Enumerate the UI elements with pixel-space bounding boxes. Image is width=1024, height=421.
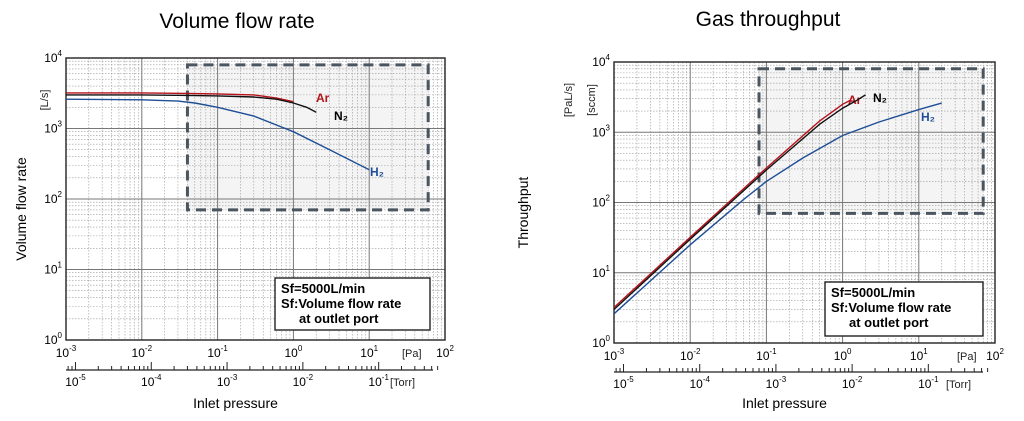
- y-unit: [PaL/s]: [563, 83, 575, 117]
- y-tick-label: 103: [592, 123, 610, 139]
- note-box: [274, 277, 431, 331]
- x-secondary-tick-label: 10-5: [65, 373, 86, 389]
- x-unit-primary: [Pa]: [957, 351, 977, 363]
- note-line: Sf=5000L/min: [831, 285, 915, 300]
- note-line: Sf=5000L/min: [281, 281, 365, 296]
- x-axis-label: Inlet pressure: [742, 395, 827, 411]
- series-label: N₂: [873, 91, 887, 105]
- x-tick-label: 102: [436, 344, 454, 360]
- x-tick-label: 10-1: [207, 344, 228, 360]
- x-tick-label: 10-3: [56, 344, 77, 360]
- x-tick-label: 10-3: [604, 347, 625, 363]
- series-label: Ar: [316, 91, 330, 105]
- y-tick-label: 101: [44, 261, 62, 277]
- series-line-1: [613, 99, 852, 309]
- plot-frame: [65, 57, 446, 341]
- series-label: H₂: [370, 165, 384, 179]
- series-line-2: [613, 94, 866, 311]
- y-tick-label: 100: [592, 334, 610, 350]
- note-line: Sf:Volume flow rate: [831, 300, 951, 315]
- x-axis-label: Inlet pressure: [193, 395, 278, 411]
- series-line-2: [66, 94, 317, 113]
- x-unit-primary: [Pa]: [402, 348, 422, 360]
- chart-1: Volume flow rate 100 101 102 103 104 10-3 10-2 1…: [13, 10, 454, 411]
- y-tick-label: 102: [44, 190, 62, 206]
- note-line: Sf:Volume flow rate: [281, 296, 401, 311]
- x-tick-label: 102: [986, 347, 1004, 363]
- y-tick-label: 104: [44, 49, 62, 65]
- y-unit-secondary: [sccm]: [586, 84, 598, 116]
- highlight-region: [757, 67, 985, 215]
- series-label: H₂: [921, 110, 935, 124]
- x-tick-label: 10-2: [680, 347, 701, 363]
- x-tick-label: 10-1: [756, 347, 777, 363]
- note-line: at outlet port: [299, 311, 379, 326]
- x-secondary-tick-label: 10-1: [368, 373, 389, 389]
- chart-title: Volume flow rate: [159, 10, 314, 33]
- x-secondary-tick-label: 10-5: [613, 375, 634, 391]
- y-tick-label: 102: [592, 194, 610, 210]
- y-tick-label: 101: [592, 264, 610, 280]
- note-line: at outlet port: [849, 315, 929, 330]
- plot-frame: [613, 61, 996, 344]
- y-axis-label: Volume flow rate: [13, 157, 29, 261]
- chart-title: Gas throughput: [696, 8, 841, 31]
- series-label: N₂: [334, 109, 348, 123]
- x-tick-label: 10-2: [132, 344, 153, 360]
- x-tick-label: 100: [284, 344, 302, 360]
- y-tick-label: 103: [44, 120, 62, 136]
- chart-2: Gas throughput 100 101 102 103 104 10-3 10-2 10-…: [515, 8, 1004, 411]
- x-unit-secondary: [Torr]: [390, 377, 415, 389]
- highlight-region: [185, 63, 430, 212]
- x-tick-label: 101: [360, 344, 378, 360]
- x-secondary-tick-label: 10-4: [141, 373, 162, 389]
- series-line-3: [613, 102, 942, 315]
- series-line-3: [65, 98, 370, 171]
- x-secondary-tick-label: 10-3: [766, 375, 787, 391]
- y-unit: [L/s]: [39, 90, 51, 111]
- x-secondary-tick-label: 10-3: [217, 373, 238, 389]
- x-secondary-tick-label: 10-2: [293, 373, 314, 389]
- series-line-1: [66, 92, 294, 103]
- x-secondary-tick-label: 10-2: [842, 375, 863, 391]
- x-unit-secondary: [Torr]: [946, 379, 971, 391]
- x-tick-label: 101: [910, 347, 928, 363]
- y-tick-label: 100: [44, 331, 62, 347]
- series-label: Ar: [848, 93, 862, 107]
- y-axis-label: Throughput: [515, 177, 531, 249]
- x-tick-label: 100: [834, 347, 852, 363]
- x-secondary-tick-label: 10-4: [689, 375, 710, 391]
- x-secondary-tick-label: 10-1: [918, 375, 939, 391]
- y-tick-label: 104: [592, 53, 610, 69]
- note-box: [824, 281, 984, 337]
